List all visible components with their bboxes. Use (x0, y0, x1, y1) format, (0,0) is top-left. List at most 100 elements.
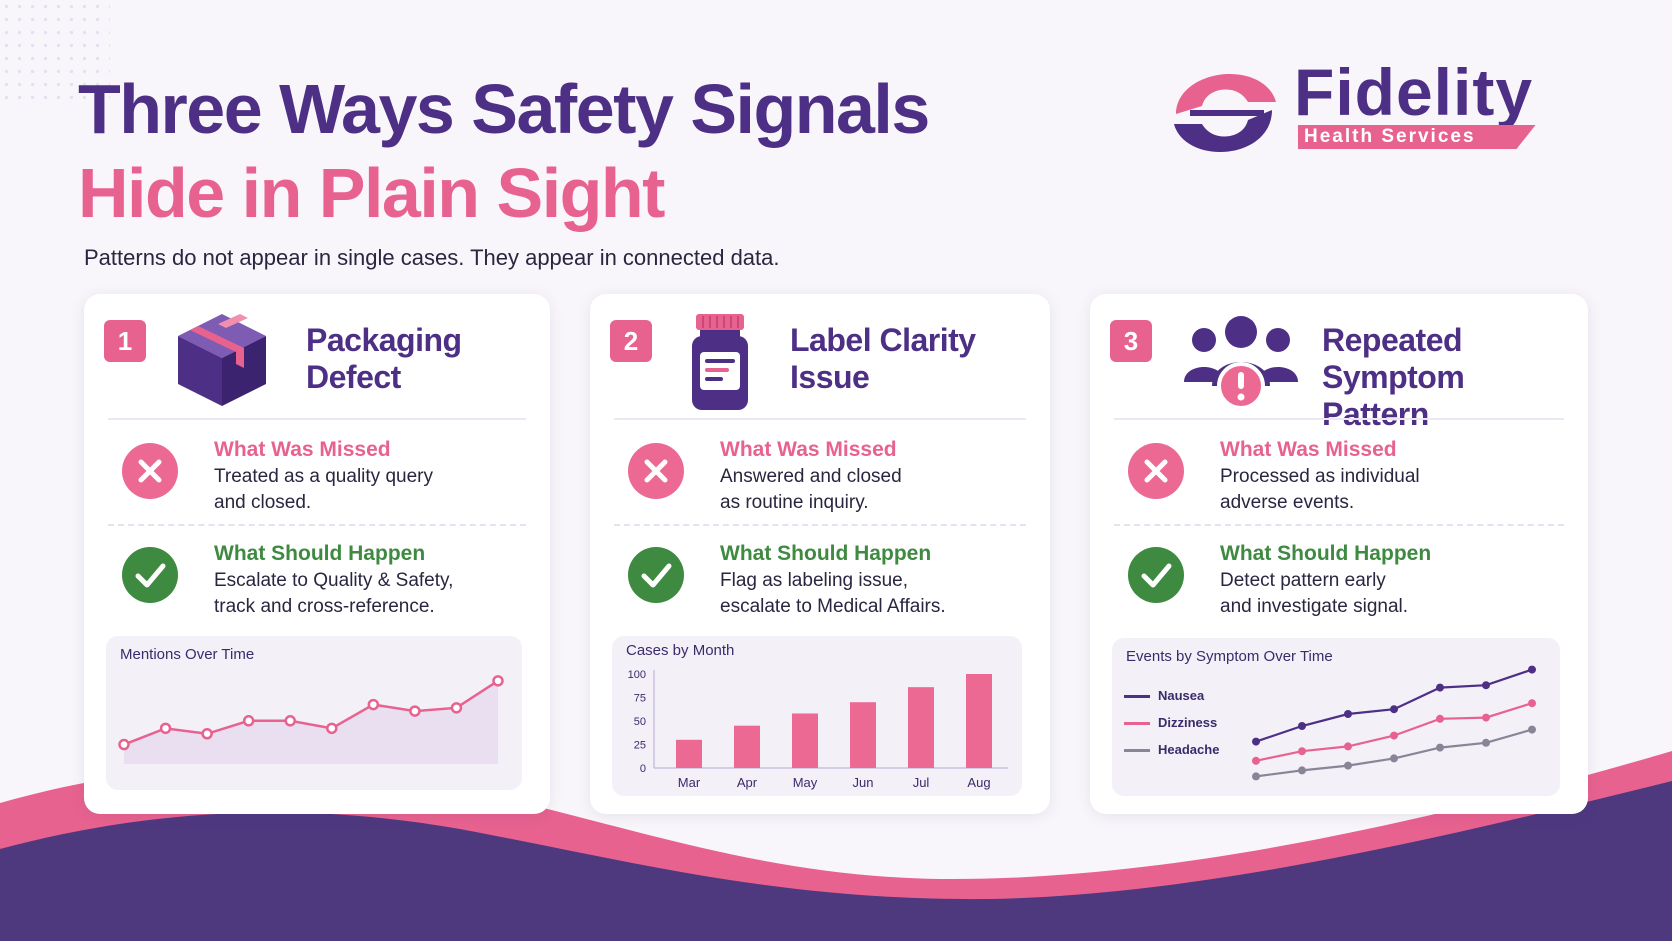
data-point (367, 698, 380, 711)
cases-bar-chart: 100 75 50 25 0 Mar Apr May Jun Jul Aug (628, 669, 1008, 790)
logo-wordmark: Fidelity (1294, 55, 1534, 129)
card-title-line2: Defect (306, 359, 401, 396)
data-point-dizziness (1252, 756, 1260, 765)
bar-apr (734, 725, 760, 768)
page-subtitle: Patterns do not appear in single cases. … (84, 245, 780, 270)
dot-pattern (0, 0, 110, 100)
data-point-nausea (1252, 737, 1260, 746)
should-line1: Escalate to Quality & Safety, (214, 570, 454, 591)
data-point-nausea (1436, 683, 1444, 692)
missed-text: Treated as a quality query and closed. (214, 464, 433, 515)
y-tick-label: 100 (628, 669, 646, 681)
data-point-headache (1390, 754, 1398, 763)
missed-line1: Processed as individual (1220, 466, 1420, 487)
should-line1: Detect pattern early (1220, 570, 1386, 591)
should-line2: track and cross-reference. (214, 595, 435, 617)
should-label: What Should Happen (1220, 542, 1432, 565)
missed-text: Processed as individual adverse events. (1220, 464, 1420, 515)
data-point-dizziness (1298, 747, 1306, 756)
data-point-nausea (1298, 722, 1306, 730)
data-point (118, 738, 130, 751)
card-label-clarity-issue: 2 Label Clarity Issue What Was Missed An… (590, 294, 1050, 814)
data-point (242, 715, 255, 727)
area-fill (124, 680, 498, 764)
chart-title: Events by Symptom Over Time (1126, 648, 1333, 665)
chart-title: Mentions Over Time (120, 646, 255, 663)
mentions-chart-panel: Mentions Over Time (106, 636, 522, 790)
bar-jun (850, 702, 876, 768)
package-box-icon (178, 314, 266, 406)
legend-label: Nausea (1158, 688, 1205, 703)
card-number-badge: 2 (610, 320, 652, 362)
y-tick-label: 75 (634, 693, 646, 705)
logo-mark-icon (1174, 74, 1276, 152)
data-point-dizziness (1436, 714, 1444, 723)
y-tick-label: 25 (634, 740, 646, 752)
data-point-headache (1436, 743, 1444, 752)
should-text: Escalate to Quality & Safety, track and … (214, 568, 453, 619)
dashed-divider (1114, 524, 1564, 526)
missed-line2: and closed. (214, 491, 312, 513)
bar-may (792, 713, 818, 768)
card-number-badge: 3 (1110, 320, 1152, 362)
legend-swatch (1124, 695, 1150, 699)
fidelity-logo: Fidelity Health Services (1168, 55, 1588, 162)
legend-item-dizziness: Dizziness (1124, 715, 1217, 730)
x-tick-label: Jun (853, 775, 874, 790)
bar-aug (966, 674, 992, 768)
mentions-area-chart (118, 675, 504, 764)
data-point (409, 705, 421, 717)
x-tick-label: Apr (737, 775, 758, 790)
card-title-line2: Pattern (1322, 396, 1429, 433)
divider (108, 418, 526, 420)
legend-swatch (1124, 749, 1150, 753)
divider (1114, 418, 1564, 420)
bar-mar (676, 739, 702, 768)
data-point-nausea (1390, 705, 1398, 714)
missed-text: Answered and closed as routine inquiry. (720, 464, 902, 515)
chart-title: Cases by Month (626, 642, 735, 659)
card-title: Label Clarity Issue (790, 322, 976, 396)
missed-x-icon (628, 443, 684, 499)
data-point-headache (1252, 772, 1260, 781)
should-check-icon (1128, 547, 1184, 603)
missed-label: What Was Missed (1220, 438, 1397, 461)
data-point (201, 728, 213, 740)
bar-jul (908, 687, 934, 768)
y-tick-label: 0 (640, 763, 646, 775)
data-point-nausea (1344, 710, 1352, 718)
legend-item-headache: Headache (1124, 742, 1219, 757)
should-check-icon (122, 547, 178, 603)
legend-label: Headache (1158, 742, 1220, 757)
data-point-headache (1344, 761, 1352, 770)
y-tick-label: 50 (634, 716, 646, 728)
data-point-dizziness (1482, 713, 1490, 722)
dashed-divider (614, 524, 1026, 526)
series-line (123, 679, 499, 746)
missed-line2: adverse events. (1220, 491, 1355, 513)
missed-x-icon (1128, 443, 1184, 499)
should-line2: and investigate signal. (1220, 595, 1409, 617)
card-repeated-symptom-pattern: 3 Repeated Symptom Pattern What Was Miss… (1090, 294, 1588, 814)
divider (614, 418, 1026, 420)
data-point (284, 715, 296, 727)
card-title: Packaging Defect (306, 322, 462, 396)
card-packaging-defect: 1 Packaging Defect What Was Missed Treat… (84, 294, 550, 814)
dashed-divider (108, 524, 526, 526)
card-title-line1: Packaging (306, 322, 462, 358)
data-point (326, 722, 338, 735)
x-tick-label: Mar (678, 775, 701, 790)
logo-tagline: Health Services (1298, 125, 1536, 149)
page-title-line2: Hide in Plain Sight (78, 154, 665, 232)
should-line2: escalate to Medical Affairs. (720, 595, 946, 617)
should-label: What Should Happen (720, 542, 932, 565)
missed-line1: Answered and closed (720, 466, 902, 487)
missed-x-icon (122, 443, 178, 499)
data-point-headache (1298, 766, 1306, 775)
data-point-dizziness (1390, 731, 1398, 740)
data-point-nausea (1482, 681, 1490, 690)
card-title-line1: Label Clarity (790, 322, 976, 358)
x-tick-label: Aug (967, 775, 990, 790)
cases-chart-panel: Cases by Month 100 75 50 25 0 Mar Apr May Jun Jul… (612, 636, 1022, 796)
medicine-bottle-icon (692, 314, 748, 410)
